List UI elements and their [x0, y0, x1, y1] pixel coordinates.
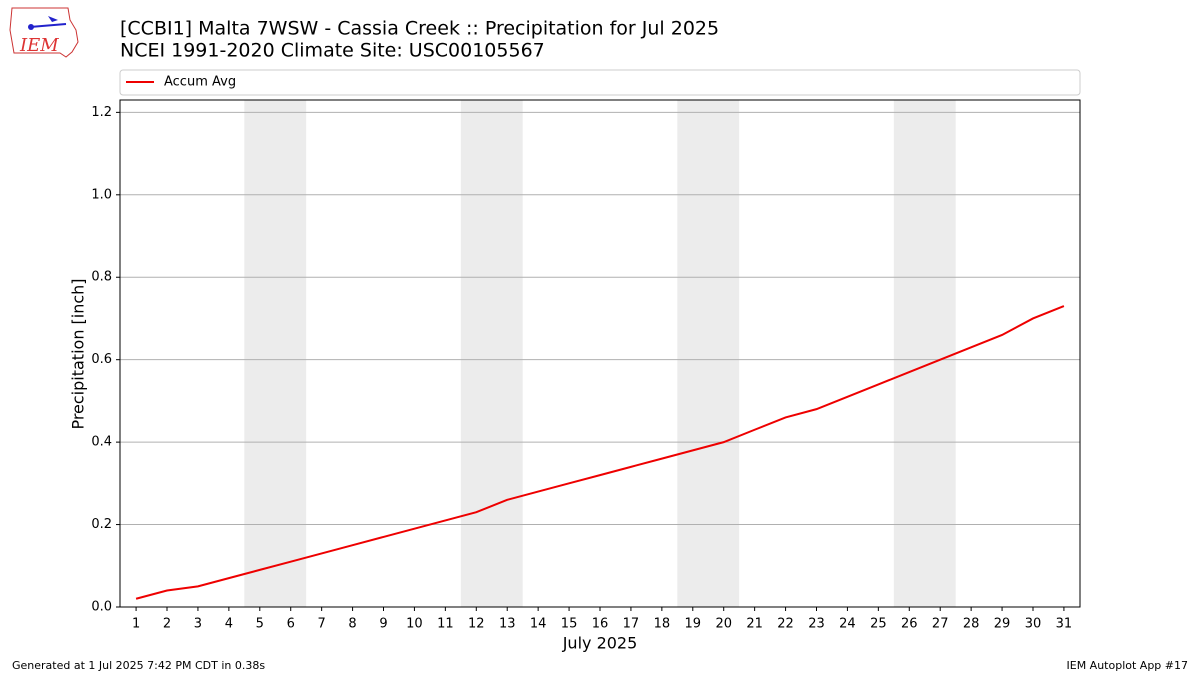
x-tick-label: 27 — [932, 617, 949, 632]
y-tick-label: 0.8 — [91, 270, 112, 285]
y-tick-label: 0.4 — [91, 435, 112, 450]
plot-frame — [119, 99, 1081, 608]
x-tick-label: 2 — [163, 617, 171, 632]
x-tick-label: 24 — [839, 617, 856, 632]
x-tick-label: 11 — [437, 617, 454, 632]
x-tick-label: 26 — [901, 617, 918, 632]
x-tick-label: 1 — [132, 617, 140, 632]
logo-text: IEM — [19, 35, 59, 56]
footer-right: IEM Autoplot App #17 — [1067, 659, 1189, 672]
x-tick-label: 18 — [654, 617, 671, 632]
x-tick-label: 17 — [623, 617, 640, 632]
x-tick-label: 5 — [256, 617, 264, 632]
x-tick-label: 13 — [499, 617, 516, 632]
x-tick-label: 31 — [1056, 617, 1073, 632]
x-tick-label: 10 — [406, 617, 423, 632]
x-tick-label: 23 — [808, 617, 825, 632]
data-line — [135, 305, 1065, 600]
x-tick-label: 16 — [592, 617, 609, 632]
x-tick-label: 15 — [561, 617, 578, 632]
x-tick-label: 19 — [685, 617, 702, 632]
x-axis-label: July 2025 — [562, 634, 638, 653]
x-tick-label: 14 — [530, 617, 547, 632]
y-tick-label: 0.2 — [91, 517, 112, 532]
x-tick-label: 3 — [194, 617, 202, 632]
logo: IEM — [9, 7, 79, 58]
x-tick-label: 7 — [318, 617, 326, 632]
x-tick-label: 29 — [994, 617, 1011, 632]
chart-subtitle: NCEI 1991-2020 Climate Site: USC00105567 — [120, 40, 545, 62]
footer-left: Generated at 1 Jul 2025 7:42 PM CDT in 0… — [12, 659, 265, 672]
weekend-shade — [244, 100, 307, 607]
x-tick-label: 9 — [379, 617, 387, 632]
y-tick-label: 1.2 — [91, 105, 112, 120]
x-tick-label: 8 — [348, 617, 356, 632]
weekend-shade — [677, 100, 740, 607]
x-tick-label: 6 — [287, 617, 295, 632]
chart-title: [CCBI1] Malta 7WSW - Cassia Creek :: Pre… — [120, 18, 719, 40]
legend-box — [119, 69, 1081, 96]
weekend-shade — [893, 100, 956, 607]
legend-label: Accum Avg — [164, 75, 236, 90]
x-tick-label: 12 — [468, 617, 485, 632]
x-tick-label: 28 — [963, 617, 980, 632]
y-tick-label: 1.0 — [91, 187, 112, 202]
y-tick-label: 0.0 — [91, 600, 112, 615]
weekend-shade — [460, 100, 523, 607]
y-axis-label: Precipitation [inch] — [69, 278, 88, 429]
x-tick-label: 25 — [870, 617, 887, 632]
x-tick-label: 22 — [777, 617, 794, 632]
x-tick-label: 4 — [225, 617, 233, 632]
x-tick-label: 20 — [715, 617, 732, 632]
y-tick-label: 0.6 — [91, 352, 112, 367]
x-tick-label: 30 — [1025, 617, 1042, 632]
x-tick-label: 21 — [746, 617, 763, 632]
